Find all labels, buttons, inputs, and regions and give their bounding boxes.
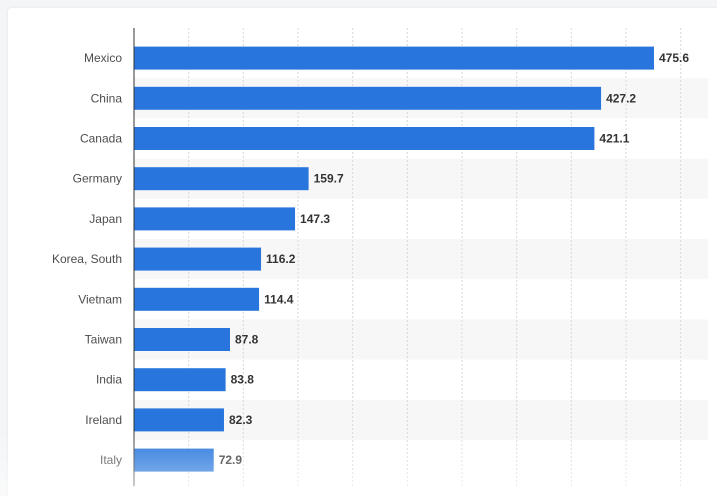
bar-india[interactable] bbox=[134, 368, 226, 392]
value-label-japan: 147.3 bbox=[300, 212, 330, 226]
bar-vietnam[interactable] bbox=[134, 287, 260, 311]
bar-korea-south[interactable] bbox=[134, 247, 262, 271]
category-label-canada: Canada bbox=[80, 132, 122, 146]
category-label-ireland: Ireland bbox=[85, 413, 122, 427]
value-label-canada: 421.1 bbox=[599, 132, 629, 146]
category-label-germany: Germany bbox=[73, 172, 122, 186]
value-label-india: 83.8 bbox=[231, 373, 255, 387]
bar-ireland[interactable] bbox=[134, 408, 224, 432]
bar-canada[interactable] bbox=[134, 127, 595, 150]
bar-taiwan[interactable] bbox=[134, 328, 230, 351]
bar-italy[interactable] bbox=[134, 448, 214, 472]
value-label-italy: 72.9 bbox=[219, 453, 243, 467]
value-label-mexico: 475.6 bbox=[659, 51, 689, 65]
value-label-germany: 159.7 bbox=[314, 172, 344, 186]
bar-japan[interactable] bbox=[134, 207, 296, 231]
category-label-vietnam: Vietnam bbox=[78, 292, 122, 306]
category-label-mexico: Mexico bbox=[84, 51, 122, 65]
category-label-taiwan: Taiwan bbox=[85, 333, 122, 347]
bar-china[interactable] bbox=[134, 86, 602, 110]
bar-mexico[interactable] bbox=[134, 46, 654, 70]
category-label-korea-south: Korea, South bbox=[52, 252, 122, 266]
category-label-china: China bbox=[91, 91, 123, 105]
value-label-ireland: 82.3 bbox=[229, 413, 253, 427]
category-label-japan: Japan bbox=[89, 212, 122, 226]
category-label-india: India bbox=[96, 373, 122, 387]
value-label-vietnam: 114.4 bbox=[264, 292, 294, 306]
category-labels: Mexico China Canada Germany Japan Korea, Sout… bbox=[52, 51, 122, 467]
category-label-italy: Italy bbox=[100, 453, 122, 467]
bar-germany[interactable] bbox=[134, 167, 309, 191]
value-label-korea-south: 116.2 bbox=[266, 252, 296, 266]
value-label-taiwan: 87.8 bbox=[235, 333, 259, 347]
value-label-china: 427.2 bbox=[606, 91, 636, 105]
